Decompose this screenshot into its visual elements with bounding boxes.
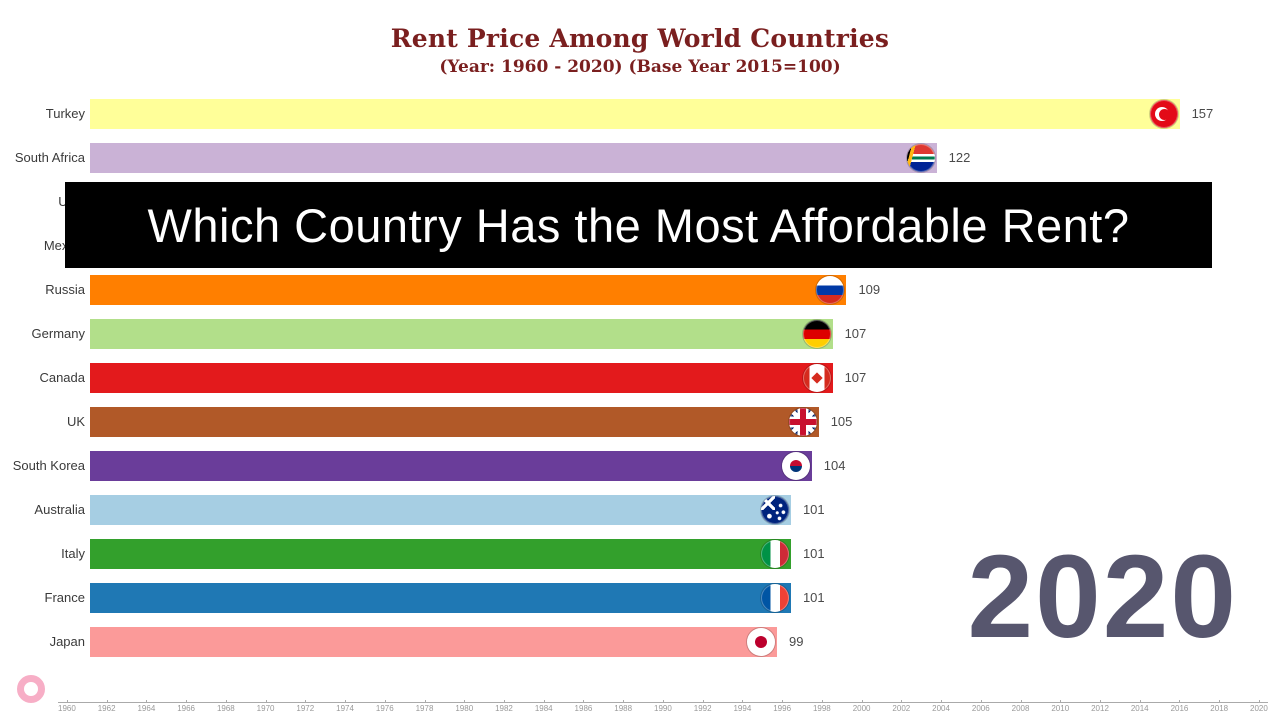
bar — [90, 539, 791, 569]
chart-row: Germany 107 — [0, 319, 1280, 349]
country-label: UK — [66, 414, 85, 429]
headline-banner: Which Country Has the Most Affordable Re… — [65, 182, 1212, 268]
bar — [90, 627, 778, 657]
value-label: 99 — [789, 634, 804, 649]
axis-tick-label: 1990 — [654, 700, 672, 713]
uk-flag-icon — [788, 408, 817, 436]
chart-row: South Africa 122 — [0, 143, 1280, 173]
axis-tick-label: 1960 — [58, 700, 76, 713]
axis-tick-label: 2020 — [1250, 700, 1268, 713]
axis-tick-label: 2012 — [1091, 700, 1109, 713]
headline-text: Which Country Has the Most Affordable Re… — [147, 198, 1130, 252]
axis-tick-label: 2018 — [1210, 700, 1229, 713]
axis-tick-label: 1978 — [415, 700, 434, 713]
chart-row: Italy 101 — [0, 539, 1280, 569]
country-label: Italy — [61, 546, 85, 561]
axis-tick-label: 2010 — [1051, 700, 1070, 713]
current-year-display: 2020 — [967, 531, 1238, 663]
chart-row: Japan 99 — [0, 627, 1280, 657]
chart-row: Australia 101 — [0, 495, 1280, 525]
country-label: Canada — [39, 370, 85, 385]
axis-tick-label: 1974 — [336, 700, 354, 713]
axis-tick-label: 2014 — [1130, 700, 1149, 713]
italy-flag-icon — [760, 540, 789, 568]
chart-row: France 101 — [0, 583, 1280, 613]
bar — [90, 495, 791, 525]
axis-tick-label: 1998 — [812, 700, 831, 713]
bar — [90, 363, 833, 393]
axis-tick-label: 2000 — [852, 700, 871, 713]
chart-row: Russia 109 — [0, 275, 1280, 305]
value-label: 101 — [802, 546, 825, 561]
axis-tick-label: 2006 — [971, 700, 990, 713]
bar — [90, 583, 791, 613]
watermark-logo-icon — [17, 675, 45, 703]
axis-tick-label: 1982 — [495, 700, 513, 713]
axis-tick-label: 2002 — [892, 700, 911, 713]
value-label: 157 — [1191, 106, 1214, 121]
chart-row: UK 105 — [0, 407, 1280, 437]
bar — [90, 407, 819, 437]
bar — [90, 275, 847, 305]
russia-flag-icon — [816, 276, 845, 304]
axis-tick-label: 1968 — [216, 700, 235, 713]
axis-tick-label: 1966 — [177, 700, 195, 713]
value-label: 122 — [948, 150, 971, 165]
axis-tick-label: 1992 — [693, 700, 712, 713]
bar — [90, 143, 937, 173]
axis-labels: 1960 1962 1964 1966 1968 1970 1972 1974 1976 1978… — [58, 700, 1268, 713]
chart-header: Rent Price Among World Countries (Year: … — [0, 24, 1280, 77]
country-label: South Korea — [12, 458, 85, 473]
value-label: 107 — [844, 370, 867, 385]
country-label: Germany — [31, 326, 85, 341]
axis-tick-label: 1980 — [455, 700, 474, 713]
bar — [90, 99, 1180, 129]
germany-flag-icon — [802, 320, 831, 348]
bar — [90, 319, 833, 349]
canada-flag-icon — [802, 364, 831, 392]
value-label: 105 — [830, 414, 853, 429]
value-label: 101 — [802, 502, 825, 517]
chart-row: Turkey 157 — [0, 99, 1280, 129]
axis-tick-label: 2004 — [932, 700, 950, 713]
japan-flag-icon — [747, 628, 776, 656]
chart-subtitle: (Year: 1960 - 2020) (Base Year 2015=100) — [439, 57, 841, 77]
country-label: France — [44, 590, 85, 605]
south-korea-flag-icon — [781, 452, 810, 480]
country-label: Australia — [34, 502, 85, 517]
axis-tick-label: 1970 — [256, 700, 275, 713]
chart-row: South Korea 104 — [0, 451, 1280, 481]
australia-flag-icon — [760, 496, 789, 524]
axis-tick-label: 1976 — [375, 700, 394, 713]
south-africa-flag-icon — [906, 144, 935, 172]
turkey-flag-icon — [1149, 100, 1178, 128]
axis-tick-label: 1994 — [733, 700, 752, 713]
country-label: Russia — [45, 282, 85, 297]
axis-tick-label: 2016 — [1170, 700, 1189, 713]
axis-tick-label: 1988 — [614, 700, 633, 713]
country-label: Turkey — [45, 106, 85, 121]
country-label: Japan — [49, 634, 85, 649]
value-label: 101 — [802, 590, 825, 605]
value-label: 107 — [844, 326, 867, 341]
axis-tick-label: 1962 — [97, 700, 116, 713]
country-label: South Africa — [14, 150, 85, 165]
axis-tick-label: 1964 — [137, 700, 156, 713]
axis-tick-label: 1986 — [574, 700, 593, 713]
bar — [90, 451, 812, 481]
chart-title: Rent Price Among World Countries — [390, 24, 890, 53]
value-label: 104 — [823, 458, 846, 473]
axis-tick-label: 2008 — [1011, 700, 1030, 713]
axis-tick-label: 1984 — [534, 700, 553, 713]
chart-row: Canada 107 — [0, 363, 1280, 393]
value-label: 109 — [858, 282, 881, 297]
france-flag-icon — [760, 584, 789, 612]
axis-tick-label: 1972 — [296, 700, 315, 713]
axis-tick-label: 1996 — [773, 700, 792, 713]
